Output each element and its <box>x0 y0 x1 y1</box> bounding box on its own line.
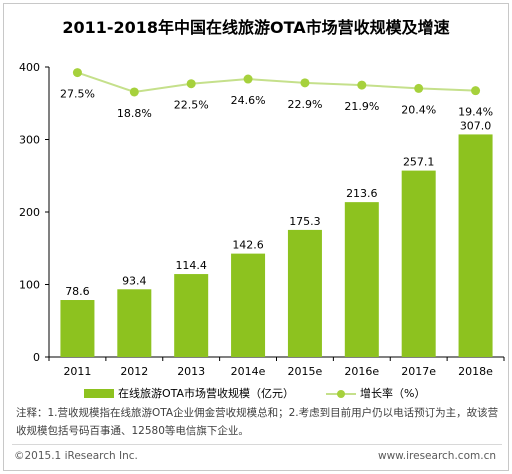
x-tick-label: 2015e <box>288 365 323 378</box>
footer-divider <box>12 444 502 445</box>
growth-point <box>357 80 367 90</box>
growth-value-label: 24.6% <box>231 94 266 107</box>
bar <box>117 289 152 357</box>
y-tick-label: 300 <box>19 134 40 147</box>
x-tick-label: 2016e <box>344 365 379 378</box>
footer-url: www.iresearch.com.cn <box>377 450 496 462</box>
bar-value-label: 213.6 <box>346 187 378 200</box>
x-tick-label: 2014e <box>231 365 266 378</box>
growth-value-label: 20.4% <box>401 103 436 116</box>
growth-point <box>129 87 139 97</box>
bar <box>287 229 322 357</box>
legend-bar-swatch <box>84 389 114 398</box>
chart-note: 注释：1.营收规模指在线旅游OTA企业佣金营收规模总和；2.考虑到目前用户仍以电… <box>16 407 499 437</box>
growth-line <box>77 71 476 94</box>
bar-value-label: 307.0 <box>460 119 492 132</box>
x-tick-label: 2013 <box>177 365 205 378</box>
legend-item-line: 增长率（%） <box>326 385 425 401</box>
bar-value-label: 93.4 <box>122 274 147 287</box>
chart-svg: 0 100 200 300 400 78.6 2011 93.4 2012 114.4 2013 14… <box>19 61 505 378</box>
bar-value-label: 114.4 <box>175 259 207 272</box>
x-tick-label: 2012 <box>120 365 148 378</box>
growth-point <box>300 78 310 88</box>
y-tick-label: 400 <box>19 61 40 74</box>
x-tick-label: 2011 <box>63 365 91 378</box>
legend-item-bar: 在线旅游OTA市场营收规模（亿元） <box>84 385 294 401</box>
bar-value-label: 78.6 <box>65 285 90 298</box>
growth-point <box>471 86 481 96</box>
y-tick-label: 200 <box>19 206 40 219</box>
bar <box>174 274 209 357</box>
growth-value-label: 22.5% <box>174 99 209 112</box>
x-tick-label: 2017e <box>401 365 436 378</box>
growth-value-label: 21.9% <box>344 100 379 113</box>
growth-value-label: 19.4% <box>458 106 493 119</box>
legend-bar-label: 在线旅游OTA市场营收规模（亿元） <box>118 387 295 400</box>
growth-value-label: 27.5% <box>60 88 95 101</box>
bar <box>458 134 493 357</box>
legend-line-label: 增长率（%） <box>360 387 426 400</box>
chart-frame: 2011-2018年中国在线旅游OTA市场营收规模及增速 0 100 200 300 4… <box>3 3 509 471</box>
growth-value-label: 22.9% <box>287 98 322 111</box>
legend-line-swatch <box>326 389 356 398</box>
bar-value-label: 257.1 <box>403 156 435 169</box>
growth-value-label: 18.8% <box>117 107 152 120</box>
growth-point <box>72 68 82 78</box>
growth-point <box>414 83 424 93</box>
bar <box>401 170 436 357</box>
x-tick-label: 2018e <box>458 365 493 378</box>
bar-value-label: 175.3 <box>289 215 321 228</box>
bar <box>344 202 379 357</box>
bar <box>60 300 95 357</box>
chart-title: 2011-2018年中国在线旅游OTA市场营收规模及增速 <box>62 18 450 37</box>
bar-value-label: 142.6 <box>232 239 264 252</box>
footer-copyright: ©2015.1 iResearch Inc. <box>14 450 138 462</box>
growth-point <box>243 74 253 84</box>
y-tick-label: 0 <box>33 351 40 364</box>
bar <box>231 253 266 357</box>
growth-point <box>186 79 196 89</box>
y-tick-label: 100 <box>19 279 40 292</box>
